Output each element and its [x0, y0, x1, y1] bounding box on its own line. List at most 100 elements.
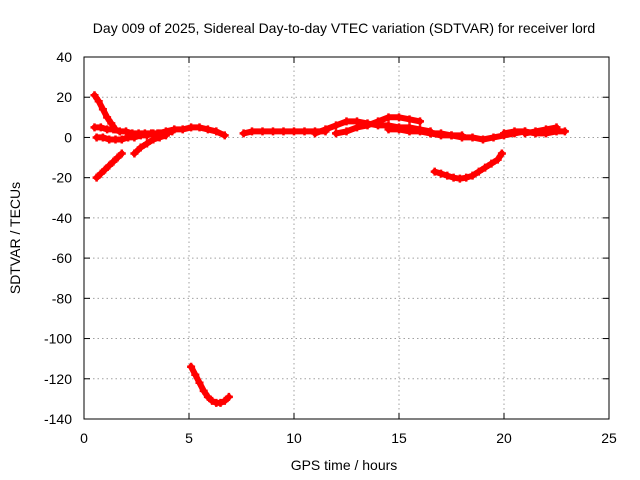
data-point	[153, 129, 162, 138]
data-point	[531, 127, 540, 136]
data-point	[105, 161, 114, 170]
data-point	[109, 157, 118, 166]
y-tick-label: 40	[56, 49, 72, 65]
data-point	[143, 139, 151, 148]
series-arc-10	[332, 113, 424, 138]
data-point	[117, 135, 126, 144]
y-tick-label: -20	[52, 170, 72, 186]
data-point	[290, 127, 298, 136]
data-point	[170, 125, 179, 134]
data-point	[187, 123, 196, 132]
data-point	[101, 165, 109, 174]
data-point	[212, 127, 221, 136]
series-arc-1	[90, 91, 120, 134]
data-point	[90, 91, 99, 100]
data-point	[342, 117, 351, 126]
data-point	[130, 133, 139, 142]
data-point	[363, 121, 372, 130]
data-point	[458, 133, 466, 142]
data-point	[239, 129, 248, 138]
data-point	[96, 123, 105, 132]
data-point	[107, 119, 116, 128]
data-point	[468, 133, 477, 142]
data-point	[269, 127, 277, 136]
x-tick-label: 20	[496, 430, 512, 446]
x-tick-label: 5	[185, 430, 193, 446]
data-point	[98, 105, 107, 114]
data-point	[203, 125, 212, 134]
data-point	[426, 129, 435, 138]
data-point	[224, 392, 233, 401]
data-point	[437, 169, 445, 178]
y-tick-label: 20	[56, 89, 72, 105]
data-point	[332, 129, 340, 138]
data-point	[497, 149, 506, 158]
data-point	[191, 370, 200, 379]
data-point	[143, 131, 151, 140]
data-point	[395, 125, 403, 134]
data-point	[416, 127, 424, 136]
series-arc-7	[187, 362, 233, 407]
chart-title: Day 009 of 2025, Sidereal Day-to-day VTE…	[93, 20, 595, 36]
data-point	[430, 167, 439, 176]
data-point	[130, 149, 139, 158]
data-point	[481, 163, 490, 172]
data-point	[98, 133, 107, 142]
data-point	[199, 386, 208, 395]
data-point	[94, 97, 103, 106]
data-point	[96, 169, 105, 178]
series-line	[522, 124, 560, 137]
data-point	[353, 123, 361, 132]
data-point	[321, 125, 330, 134]
data-point	[220, 396, 229, 405]
data-point	[332, 121, 340, 130]
x-tick-label: 15	[391, 430, 407, 446]
data-point	[113, 153, 122, 162]
data-point	[510, 127, 519, 136]
axis-ticks	[83, 56, 610, 420]
data-point	[300, 127, 309, 136]
y-tick-label: -100	[44, 331, 72, 347]
data-point	[374, 117, 382, 126]
data-point	[493, 155, 502, 164]
data-point	[279, 127, 288, 136]
data-point	[405, 115, 414, 124]
data-point	[258, 127, 267, 136]
data-point	[117, 149, 126, 158]
data-point	[248, 127, 256, 136]
y-tick-label: -60	[52, 250, 72, 266]
data-point	[103, 113, 112, 122]
data-point	[489, 133, 498, 142]
y-axis-label: SDTVAR / TECUs	[7, 182, 23, 294]
x-tick-label: 10	[286, 430, 302, 446]
data-point	[122, 127, 130, 136]
data-point	[474, 167, 483, 176]
data-point	[405, 127, 414, 136]
tick-labels: 0 5 10 15 20 25 -140 -120 -100 -80 -60 -40 -20 0 20 40	[44, 49, 617, 446]
grid-lines	[84, 57, 609, 419]
data-point	[92, 173, 101, 182]
data-point	[216, 398, 225, 407]
data-point	[384, 125, 393, 134]
series-arc-15	[521, 123, 561, 138]
data-point	[443, 171, 452, 180]
data-point	[149, 135, 158, 144]
data-point	[437, 131, 445, 140]
data-point	[136, 143, 145, 152]
data-series	[90, 91, 569, 407]
data-point	[560, 127, 569, 136]
data-point	[178, 125, 187, 134]
data-point	[521, 129, 529, 138]
data-point	[384, 113, 393, 122]
data-point	[500, 129, 508, 138]
data-point	[220, 131, 229, 140]
x-tick-label: 25	[601, 430, 617, 446]
data-point	[395, 113, 403, 122]
data-point	[195, 378, 204, 387]
x-axis-label: GPS time / hours	[291, 457, 398, 473]
y-tick-label: -140	[44, 411, 72, 427]
data-point	[187, 362, 196, 371]
series-arc-6	[153, 123, 229, 140]
data-point	[208, 396, 217, 405]
